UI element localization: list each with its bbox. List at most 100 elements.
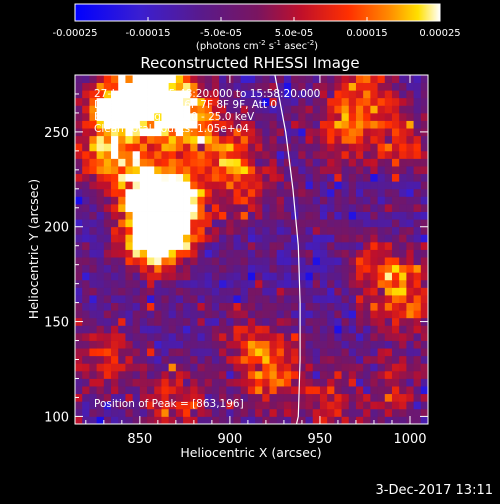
heatmap-cell xyxy=(103,287,112,296)
heatmap-cell xyxy=(255,97,263,106)
heatmap-cell xyxy=(240,75,249,83)
heatmap-cell xyxy=(399,386,407,395)
heatmap-cell xyxy=(111,401,119,410)
heatmap-cell xyxy=(399,257,407,266)
heatmap-cell xyxy=(139,226,148,235)
heatmap-cell xyxy=(168,226,177,235)
heatmap-cell xyxy=(305,272,314,281)
heatmap-cell xyxy=(247,135,256,144)
heatmap-cell xyxy=(240,340,249,349)
heatmap-cell xyxy=(103,332,112,341)
heatmap-cell xyxy=(226,287,234,296)
heatmap-cell xyxy=(103,279,112,288)
heatmap-cell xyxy=(255,166,263,175)
heatmap-cell xyxy=(255,416,263,424)
heatmap-cell xyxy=(377,401,386,410)
heatmap-cell xyxy=(190,287,198,296)
heatmap-cell xyxy=(89,75,98,83)
heatmap-cell xyxy=(348,317,357,326)
heatmap-cell xyxy=(211,158,220,167)
heatmap-cell xyxy=(363,378,371,387)
heatmap-cell xyxy=(175,386,184,395)
heatmap-cell xyxy=(96,219,105,228)
heatmap-cell xyxy=(255,112,263,121)
heatmap-cell xyxy=(348,363,357,372)
heatmap-cell xyxy=(262,348,270,357)
heatmap-cell xyxy=(82,82,90,91)
heatmap-cell xyxy=(420,143,428,152)
heatmap-cell xyxy=(291,234,299,243)
heatmap-cell xyxy=(312,128,321,137)
heatmap-cell xyxy=(161,150,170,159)
heatmap-cell xyxy=(420,166,428,175)
heatmap-cell xyxy=(291,158,299,167)
heatmap-cell xyxy=(255,348,263,357)
heatmap-cell xyxy=(219,234,227,243)
heatmap-cell xyxy=(291,120,299,129)
heatmap-cell xyxy=(391,234,400,243)
heatmap-cell xyxy=(147,150,155,159)
heatmap-cell xyxy=(204,401,213,410)
heatmap-cell xyxy=(82,112,90,121)
heatmap-cell xyxy=(118,143,126,152)
heatmap-cell xyxy=(204,75,213,83)
heatmap-cell xyxy=(413,416,422,424)
heatmap-cell xyxy=(305,378,314,387)
heatmap-cell xyxy=(399,211,407,220)
heatmap-cell xyxy=(334,249,342,258)
heatmap-cell xyxy=(413,90,422,99)
heatmap-cell xyxy=(377,112,386,121)
heatmap-cell xyxy=(183,82,191,91)
heatmap-cell xyxy=(89,310,98,319)
heatmap-cell xyxy=(370,257,378,266)
heatmap-cell xyxy=(82,97,90,106)
heatmap-cell xyxy=(283,219,292,228)
heatmap-cell xyxy=(384,219,393,228)
heatmap-cell xyxy=(276,310,285,319)
heatmap-cell xyxy=(391,378,400,387)
heatmap-cell xyxy=(363,386,371,395)
heatmap-cell xyxy=(377,393,386,402)
heatmap-cell xyxy=(391,340,400,349)
heatmap-cell xyxy=(147,386,155,395)
heatmap-cell xyxy=(348,310,357,319)
heatmap-cell xyxy=(219,279,227,288)
heatmap-cell xyxy=(175,234,184,243)
heatmap-cell xyxy=(355,416,364,424)
heatmap-cell xyxy=(269,264,278,273)
heatmap-cell xyxy=(125,135,134,144)
heatmap-cell xyxy=(413,295,422,304)
heatmap-cell xyxy=(305,264,314,273)
heatmap-cell xyxy=(312,386,321,395)
heatmap-cell xyxy=(370,135,378,144)
heatmap-cell xyxy=(370,317,378,326)
heatmap-cell xyxy=(341,355,350,364)
heatmap-cell xyxy=(391,355,400,364)
heatmap-cell xyxy=(312,211,321,220)
heatmap-cell xyxy=(391,173,400,182)
heatmap-cell xyxy=(233,370,242,379)
heatmap-cell xyxy=(161,325,170,334)
heatmap-cell xyxy=(276,363,285,372)
heatmap-cell xyxy=(139,272,148,281)
heatmap-cell xyxy=(154,317,162,326)
heatmap-cell xyxy=(262,401,270,410)
heatmap-cell xyxy=(226,135,234,144)
heatmap-cell xyxy=(132,302,141,311)
heatmap-cell xyxy=(233,264,242,273)
heatmap-cell xyxy=(168,386,177,395)
heatmap-cell xyxy=(82,317,90,326)
heatmap-cell xyxy=(276,150,285,159)
heatmap-cell xyxy=(154,249,162,258)
heatmap-cell xyxy=(190,393,198,402)
heatmap-cell xyxy=(168,257,177,266)
heatmap-cell xyxy=(406,173,414,182)
heatmap-cell xyxy=(334,295,342,304)
heatmap-cell xyxy=(233,234,242,243)
heatmap-cell xyxy=(377,196,386,205)
heatmap-cell xyxy=(139,325,148,334)
heatmap-cell xyxy=(204,234,213,243)
heatmap-cell xyxy=(132,317,141,326)
heatmap-cell xyxy=(255,234,263,243)
heatmap-cell xyxy=(204,143,213,152)
